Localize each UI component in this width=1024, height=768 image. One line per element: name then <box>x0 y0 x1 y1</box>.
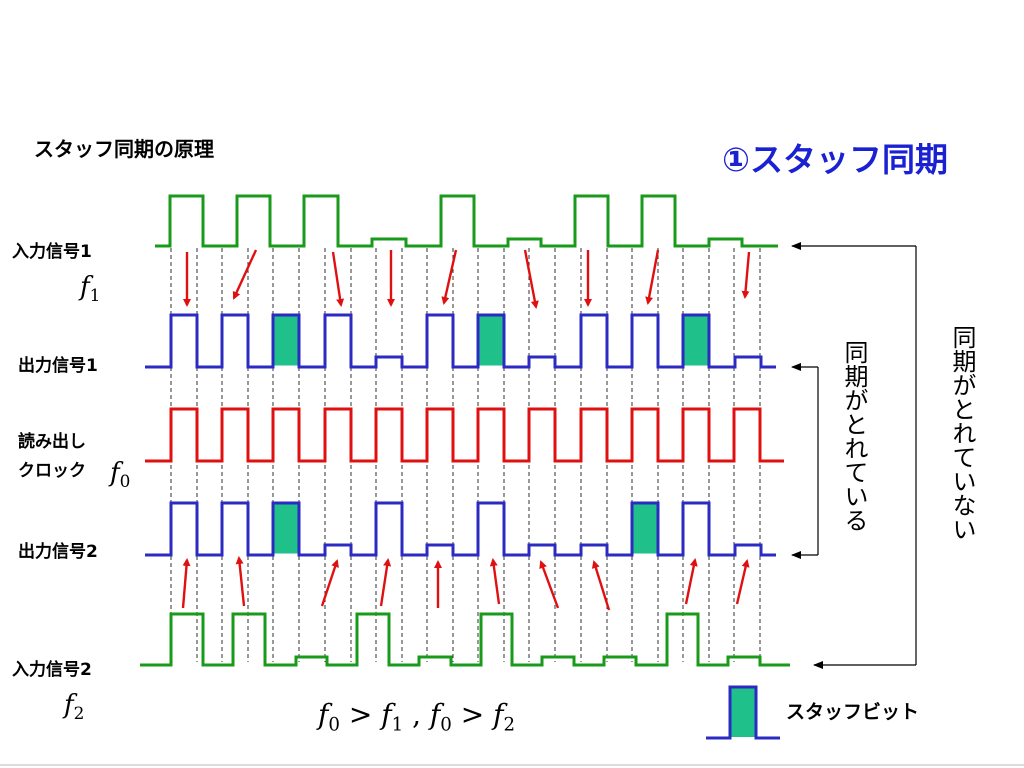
transfer-arrow <box>645 249 660 305</box>
output-signal-2-trace-stuff-bit <box>274 504 298 554</box>
transfer-arrow <box>235 556 246 607</box>
transfer-arrow <box>320 559 339 607</box>
page-heading: スタッフ同期の原理 <box>34 137 214 161</box>
input-signal-1-trace <box>155 194 778 248</box>
output-signal-2-trace <box>145 501 776 557</box>
transfer-arrow <box>539 560 560 609</box>
output-signal-1-label: 出力信号1 <box>18 356 98 376</box>
f0-symbol: f0 <box>110 458 131 492</box>
transfer-arrow <box>232 249 258 300</box>
timing-guide-lines <box>170 248 761 662</box>
input-signal-2-trace <box>140 612 790 667</box>
read-clock-trace <box>145 407 784 463</box>
f2-symbol: f2 <box>64 690 85 724</box>
transfer-arrow <box>591 560 611 611</box>
f1-symbol: f1 <box>80 272 101 306</box>
sync-brackets <box>791 242 917 669</box>
transfer-arrow <box>684 558 698 605</box>
transfer-arrow <box>489 558 501 605</box>
not-synchronized-annotation: 同期がとれていない <box>948 325 976 541</box>
read-clock-label-line1: 読み出し <box>18 432 86 452</box>
transfer-arrow <box>379 558 392 607</box>
transfer-arrow <box>523 249 539 309</box>
stuff-bit-legend-label: スタッフビット <box>786 701 920 723</box>
output-signal-1-trace-stuff-bit <box>684 316 708 366</box>
transfer-arrows <box>181 249 751 611</box>
synchronized-annotation: 同期がとれている <box>840 340 868 532</box>
transfer-arrow <box>331 251 345 307</box>
output-signal-1-trace-stuff-bit <box>479 316 503 366</box>
slide-footer-rule <box>0 764 1024 766</box>
transfer-arrow <box>181 558 191 609</box>
output-signal-1-trace <box>145 313 776 369</box>
output-signal-1-trace-stuff-bit <box>274 316 298 366</box>
transfer-arrow <box>735 559 750 605</box>
stuff-bit-legend-symbol <box>706 685 780 740</box>
transfer-arrow <box>441 249 458 305</box>
slide-title: ①スタッフ同期 <box>722 140 948 179</box>
transfer-arrow <box>741 251 751 299</box>
input-signal-2-label: 入力信号2 <box>12 660 92 680</box>
output-signal-2-trace-stuff-bit <box>633 504 657 554</box>
signal-traces <box>140 194 790 667</box>
input-signal-1-label: 入力信号1 <box>12 242 92 262</box>
output-signal-2-label: 出力信号2 <box>18 542 98 562</box>
frequency-relation-formula: f0 > f1 , f0 > f2 <box>318 698 516 736</box>
read-clock-label-line2: クロック <box>18 461 86 481</box>
